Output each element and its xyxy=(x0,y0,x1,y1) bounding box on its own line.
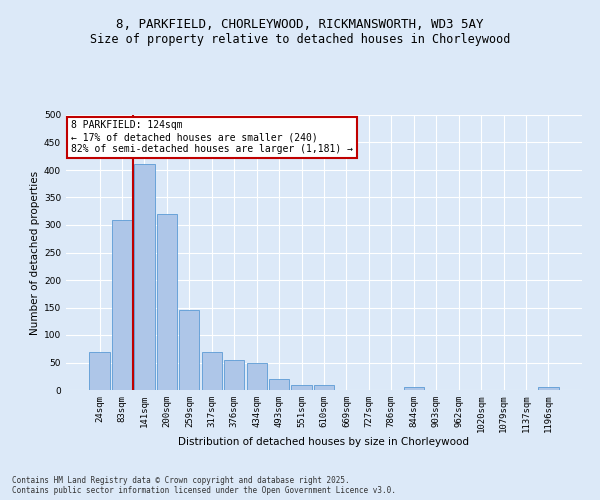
Bar xyxy=(247,362,267,390)
Bar xyxy=(314,384,334,390)
Y-axis label: Number of detached properties: Number of detached properties xyxy=(30,170,40,334)
Bar xyxy=(538,387,559,390)
Bar xyxy=(292,384,311,390)
Bar xyxy=(269,379,289,390)
Text: Contains HM Land Registry data © Crown copyright and database right 2025.
Contai: Contains HM Land Registry data © Crown c… xyxy=(12,476,396,495)
Text: 8, PARKFIELD, CHORLEYWOOD, RICKMANSWORTH, WD3 5AY: 8, PARKFIELD, CHORLEYWOOD, RICKMANSWORTH… xyxy=(116,18,484,30)
X-axis label: Distribution of detached houses by size in Chorleywood: Distribution of detached houses by size … xyxy=(179,436,470,446)
Bar xyxy=(89,352,110,390)
Bar xyxy=(157,214,177,390)
Bar xyxy=(179,310,199,390)
Bar xyxy=(112,220,132,390)
Bar xyxy=(202,352,222,390)
Bar xyxy=(134,164,155,390)
Text: 8 PARKFIELD: 124sqm
← 17% of detached houses are smaller (240)
82% of semi-detac: 8 PARKFIELD: 124sqm ← 17% of detached ho… xyxy=(71,120,353,154)
Text: Size of property relative to detached houses in Chorleywood: Size of property relative to detached ho… xyxy=(90,32,510,46)
Bar xyxy=(404,387,424,390)
Bar xyxy=(224,360,244,390)
